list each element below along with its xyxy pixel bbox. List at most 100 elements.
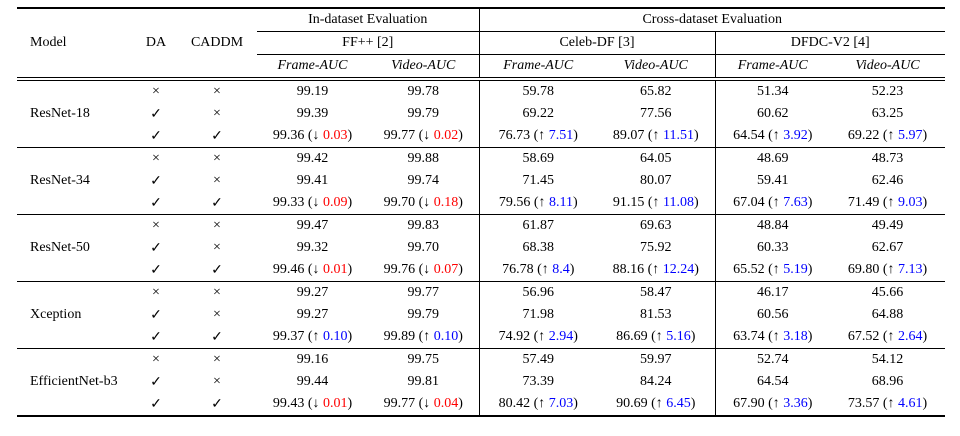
up-arrow-icon: ↑: [772, 329, 780, 344]
metric-value: 69.22: [847, 128, 880, 143]
delta-value: 9.03: [898, 195, 923, 210]
delta-value: 3.18: [783, 329, 808, 344]
up-arrow-icon: ↑: [538, 396, 546, 411]
up-arrow-icon: ↑: [312, 329, 320, 344]
table-row: ✓ × 99.39 99.79 69.22 77.56 60.62 63.25: [17, 103, 945, 125]
cell-ffpp-video-auc: 99.77 (↓ 0.02): [368, 125, 479, 148]
cell-ffpp-video-auc: 99.79: [407, 106, 440, 121]
cell-ffpp-frame-auc: 99.39: [296, 106, 329, 121]
delta-value: 3.36: [783, 396, 808, 411]
cell-dfdc-frame-auc: 46.17: [714, 281, 830, 304]
up-arrow-icon: ↑: [655, 396, 663, 411]
header-row-sections: Model DA CADDM In-dataset Evaluation Cro…: [17, 8, 946, 81]
cell-celebdf-video-auc: 84.24: [640, 374, 672, 389]
paren-open: (: [307, 396, 313, 411]
paren-open: (: [768, 262, 773, 277]
up-arrow-icon: ↑: [652, 195, 660, 210]
cell-dfdc-frame-auc: 67.90 (↑ 3.36): [714, 393, 830, 416]
paren-close: ): [573, 128, 578, 143]
down-arrow-icon: ↓: [423, 396, 431, 411]
metric-value: 99.37: [272, 329, 305, 344]
paren-close: ): [922, 195, 928, 210]
cell-ffpp-frame-auc: 99.43 (↓ 0.01): [257, 393, 368, 416]
paren-open: (: [307, 128, 313, 143]
cell-ffpp-video-auc: 99.70: [407, 240, 440, 255]
metric-value: 69.80: [847, 262, 880, 277]
metric-value: 67.04: [733, 195, 765, 210]
cell-dfdc-video-auc: 62.67: [871, 240, 904, 255]
paren-open: (: [882, 329, 888, 344]
metric-value: 80.42: [498, 396, 531, 411]
cell-dfdc-frame-auc: 64.54: [714, 371, 830, 393]
da-mark: ×: [152, 151, 160, 166]
table-row: EfficientNet-b3 × × 99.16 99.75 57.49 59…: [17, 348, 945, 389]
caddm-mark: ×: [213, 240, 221, 255]
cell-dfdc-frame-auc: 67.04 (↑ 7.63): [714, 192, 830, 215]
metric-value: 89.07: [612, 128, 645, 143]
model-name: ResNet-18: [17, 79, 135, 148]
delta-value: 5.16: [666, 329, 691, 344]
results-table: Model DA CADDM In-dataset Evaluation Cro…: [17, 7, 946, 417]
table-row: Xception × × 99.27 99.77 56.96 58.47 46.…: [17, 281, 945, 349]
down-arrow-icon: ↓: [312, 128, 320, 143]
up-arrow-icon: ↑: [655, 329, 663, 344]
cell-celebdf-frame-auc: 68.38: [478, 237, 597, 259]
table-row: ✓ × 99.41 99.74 71.45 80.07 59.41 62.46: [17, 170, 945, 192]
metric-header-frame-auc: Frame-AUC: [257, 54, 368, 81]
cell-ffpp-frame-auc: 99.46 (↓ 0.01): [257, 259, 368, 282]
paren-close: ): [458, 128, 463, 143]
paren-open: (: [768, 128, 773, 143]
cell-ffpp-frame-auc: 99.16: [296, 352, 329, 367]
up-arrow-icon: ↑: [772, 262, 780, 277]
da-mark: ✓: [150, 396, 162, 412]
up-arrow-icon: ↑: [887, 262, 895, 277]
delta-value: 6.45: [666, 396, 691, 411]
paren-open: (: [418, 128, 424, 143]
da-mark: ✓: [135, 192, 177, 215]
cell-ffpp-frame-auc: 99.42: [296, 151, 329, 166]
caddm-mark: ×: [213, 84, 221, 99]
cell-ffpp-frame-auc: 99.37 (↑ 0.10): [257, 326, 368, 349]
up-arrow-icon: ↑: [772, 396, 780, 411]
metric-value: 74.92: [498, 329, 531, 344]
paren-close: ): [922, 262, 928, 277]
delta-value: 7.63: [783, 195, 808, 210]
cell-celebdf-video-auc: 91.15 (↑ 11.08): [597, 192, 715, 215]
cell-dfdc-video-auc: 67.52 (↑ 2.64): [830, 326, 946, 349]
cell-dfdc-video-auc: 62.46: [871, 173, 904, 188]
paren-close: ): [922, 329, 928, 344]
caddm-mark: ×: [213, 218, 221, 233]
metric-value: 79.56: [498, 195, 531, 210]
cell-ffpp-video-auc: 99.70 (↓ 0.18): [368, 192, 479, 215]
delta-value: 11.08: [663, 195, 694, 210]
up-arrow-icon: ↑: [887, 396, 895, 411]
cell-dfdc-video-auc: 69.22 (↑ 5.97): [830, 125, 946, 148]
metric-value: 99.77: [383, 128, 416, 143]
table-row: ResNet-18 × × 99.19 99.78 59.78 65.82 51…: [17, 79, 945, 148]
metric-header-frame-auc: Frame-AUC: [478, 54, 597, 81]
metric-header-video-auc: Video-AUC: [830, 54, 946, 81]
cell-ffpp-video-auc: 99.89 (↑ 0.10): [368, 326, 479, 349]
paren-open: (: [768, 195, 773, 210]
cell-dfdc-frame-auc: 64.54 (↑ 3.92): [714, 125, 830, 148]
cell-celebdf-video-auc: 90.69 (↑ 6.45): [597, 393, 715, 416]
cell-celebdf-frame-auc: 58.69: [478, 147, 597, 170]
cell-dfdc-frame-auc: 51.34: [714, 79, 830, 103]
cell-celebdf-frame-auc: 73.39: [478, 371, 597, 393]
cell-ffpp-video-auc: 99.78: [407, 84, 440, 99]
down-arrow-icon: ↓: [423, 195, 431, 210]
model-name: Xception: [17, 281, 135, 349]
delta-value: 2.64: [898, 329, 923, 344]
cell-dfdc-video-auc: 49.49: [871, 218, 904, 233]
paren-open: (: [533, 128, 539, 143]
cell-ffpp-frame-auc: 99.32: [296, 240, 329, 255]
table-row: ✓ ✓ 99.37 (↑ 0.10) 99.89 (↑ 0.10) 74.92 …: [17, 326, 946, 349]
cell-celebdf-video-auc: 80.07: [640, 173, 672, 188]
paren-open: (: [882, 128, 888, 143]
dataset-header-dfdc: DFDC-V2 [4]: [714, 31, 946, 55]
cell-ffpp-frame-auc: 99.44: [296, 374, 329, 389]
metric-value: 99.33: [272, 195, 305, 210]
table-row: ✓ × 99.44 99.81 73.39 84.24 64.54 68.96: [17, 371, 945, 393]
metric-value: 99.46: [272, 262, 305, 277]
metric-value: 88.16: [612, 262, 645, 277]
